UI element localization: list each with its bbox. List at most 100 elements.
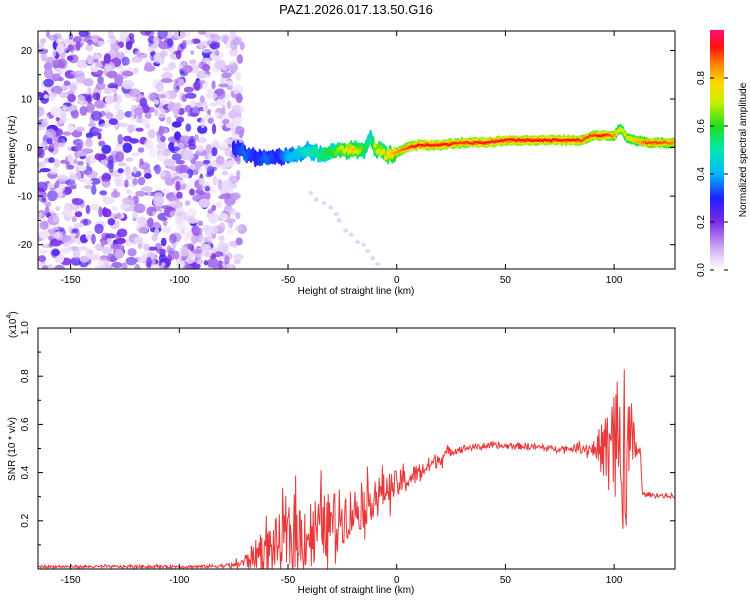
- noise-blob: [196, 227, 203, 234]
- x-tick-label: 0: [394, 275, 400, 286]
- noise-blob: [135, 190, 146, 197]
- noise-blob: [206, 235, 213, 246]
- noise-blob: [78, 31, 89, 38]
- colorbar-tick-label: 0.2: [696, 215, 707, 229]
- noise-blob: [140, 53, 153, 62]
- noise-blob: [72, 248, 81, 260]
- noise-blob: [187, 218, 199, 224]
- noise-blob: [127, 248, 137, 257]
- noise-blob: [187, 112, 199, 117]
- noise-blob: [133, 203, 146, 214]
- noise-blob: [85, 230, 94, 241]
- noise-blob: [236, 54, 244, 64]
- noise-blob: [70, 109, 79, 119]
- ridge-segment: [653, 140, 658, 143]
- noise-blob: [100, 240, 106, 247]
- noise-blob: [207, 36, 212, 45]
- noise-blob: [217, 179, 223, 191]
- noise-blob: [40, 51, 47, 62]
- noise-blob: [134, 263, 141, 269]
- noise-blob: [147, 246, 158, 251]
- ridge-segment: [610, 135, 614, 138]
- noise-blob: [68, 32, 74, 40]
- noise-blob: [218, 260, 223, 269]
- noise-blob: [211, 123, 217, 135]
- noise-blob: [67, 154, 73, 163]
- noise-blob: [202, 244, 212, 252]
- noise-blob: [125, 157, 134, 162]
- noise-blob: [215, 155, 225, 166]
- noise-blob: [220, 141, 228, 150]
- noise-blob: [86, 31, 91, 38]
- noise-blob: [113, 93, 123, 105]
- noise-blob: [178, 78, 185, 87]
- noise-blob: [239, 41, 245, 51]
- noise-blob: [160, 135, 166, 143]
- noise-blob: [235, 106, 245, 114]
- noise-blob: [107, 236, 112, 245]
- noise-blob: [52, 59, 64, 68]
- noise-blob: [106, 253, 117, 263]
- noise-blob: [66, 73, 75, 79]
- noise-blob: [52, 49, 57, 58]
- y-tick-label: 20: [21, 46, 33, 57]
- colorbar-ticks: 0.0 0.2 0.4 0.6 0.8: [696, 71, 728, 277]
- noise-blob: [162, 149, 172, 157]
- noise-blob: [197, 124, 208, 134]
- ridge-segment: [449, 143, 453, 146]
- noise-blob: [235, 93, 243, 104]
- noise-blob: [186, 39, 194, 46]
- noise-blob: [161, 226, 172, 234]
- noise-blob: [160, 237, 167, 247]
- noise-blob: [50, 106, 62, 117]
- noise-blob: [115, 212, 122, 220]
- snr-axes: -150 -100 -50 0 50 100 0.2 0.4 0.6 0.8 1.0: [20, 321, 675, 586]
- noise-blob: [75, 165, 80, 173]
- noise-blob: [235, 212, 241, 220]
- noise-blob: [111, 261, 123, 269]
- noise-blob: [198, 136, 207, 144]
- noise-blob: [55, 37, 68, 46]
- noise-blob: [55, 206, 60, 212]
- noise-blob: [73, 159, 78, 165]
- noise-blob: [38, 261, 42, 268]
- noise-blob: [38, 212, 43, 218]
- noise-blob: [218, 195, 228, 200]
- noise-blob: [177, 206, 185, 213]
- noise-blob: [229, 193, 240, 201]
- noise-blob: [183, 149, 194, 161]
- ridge-segment: [334, 150, 338, 157]
- noise-blob: [221, 104, 226, 116]
- noise-blob: [308, 190, 314, 195]
- ridge-segment: [444, 142, 449, 145]
- noise-blob: [122, 79, 135, 90]
- noise-blob: [191, 249, 203, 254]
- noise-blob: [79, 105, 88, 116]
- noise-blob: [164, 177, 175, 186]
- ridge-segment: [599, 135, 603, 138]
- noise-blob: [235, 71, 242, 81]
- x-tick-label: 50: [500, 575, 512, 586]
- noise-blob: [113, 103, 122, 111]
- noise-blob: [129, 88, 141, 97]
- noise-blob: [197, 220, 204, 226]
- noise-blob: [53, 159, 60, 168]
- noise-blob: [76, 142, 83, 152]
- noise-blob: [135, 118, 145, 123]
- y-tick-label: 0.8: [20, 369, 31, 383]
- noise-blob: [143, 243, 150, 252]
- noise-blob: [70, 257, 82, 266]
- noise-blob: [42, 264, 49, 269]
- colorbar-tick-label: 0.6: [696, 119, 707, 133]
- noise-blob: [201, 63, 211, 72]
- noise-blob: [183, 264, 193, 269]
- noise-blob: [184, 200, 191, 207]
- noise-blob: [94, 153, 103, 161]
- noise-blob: [38, 230, 50, 239]
- noise-blob: [38, 48, 49, 54]
- noise-blob: [68, 225, 73, 233]
- noise-blob: [168, 61, 177, 70]
- noise-blob: [85, 204, 91, 215]
- noise-blob: [211, 147, 218, 157]
